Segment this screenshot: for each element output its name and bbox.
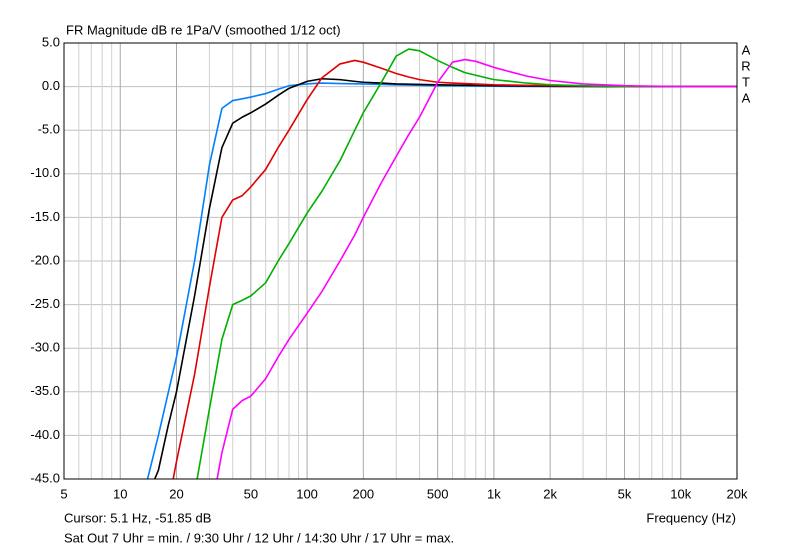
chart-title: FR Magnitude dB re 1Pa/V (smoothed 1/12 … bbox=[66, 22, 341, 37]
x-tick-label: 10 bbox=[113, 486, 127, 501]
x-tick-label: 5k bbox=[618, 486, 632, 501]
plot-frame bbox=[63, 42, 738, 480]
x-axis-label: Frequency (Hz) bbox=[646, 510, 736, 525]
cursor-text: Cursor: 5.1 Hz, -51.85 dB bbox=[64, 510, 211, 525]
x-tick-label: 5 bbox=[60, 486, 67, 501]
series-line bbox=[172, 59, 737, 479]
side-label: A bbox=[742, 90, 751, 105]
y-tick-label: 5.0 bbox=[42, 34, 60, 49]
y-tick-label: 0.0 bbox=[42, 78, 60, 93]
side-label: A bbox=[742, 42, 751, 57]
x-tick-label: 200 bbox=[352, 486, 374, 501]
y-tick-label: -45.0 bbox=[30, 470, 60, 485]
y-tick-label: -20.0 bbox=[30, 252, 60, 267]
x-tick-label: 20k bbox=[727, 486, 748, 501]
x-tick-label: 100 bbox=[296, 486, 318, 501]
y-tick-label: -5.0 bbox=[38, 122, 60, 137]
y-tick-label: -15.0 bbox=[30, 209, 60, 224]
lines bbox=[146, 48, 737, 479]
y-tick-label: -35.0 bbox=[30, 383, 60, 398]
y-tick-label: -40.0 bbox=[30, 427, 60, 442]
note: Sat Out 7 Uhr = min. / 9:30 Uhr / 12 Uhr… bbox=[64, 530, 454, 545]
series-line bbox=[196, 48, 737, 479]
x-tick-label: 10k bbox=[670, 486, 691, 501]
x-tick-label: 500 bbox=[427, 486, 449, 501]
series-line bbox=[216, 58, 737, 479]
y-tick-label: -30.0 bbox=[30, 340, 60, 355]
x-tick-label: 1k bbox=[487, 486, 501, 501]
x-tick-label: 50 bbox=[244, 486, 258, 501]
x-tick-label: 2k bbox=[543, 486, 557, 501]
y-tick-label: -10.0 bbox=[30, 165, 60, 180]
side-label: R bbox=[741, 58, 750, 73]
x-tick-label: 20 bbox=[169, 486, 183, 501]
series-line bbox=[154, 77, 737, 479]
side-label: T bbox=[742, 74, 750, 89]
y-tick-label: -25.0 bbox=[30, 296, 60, 311]
